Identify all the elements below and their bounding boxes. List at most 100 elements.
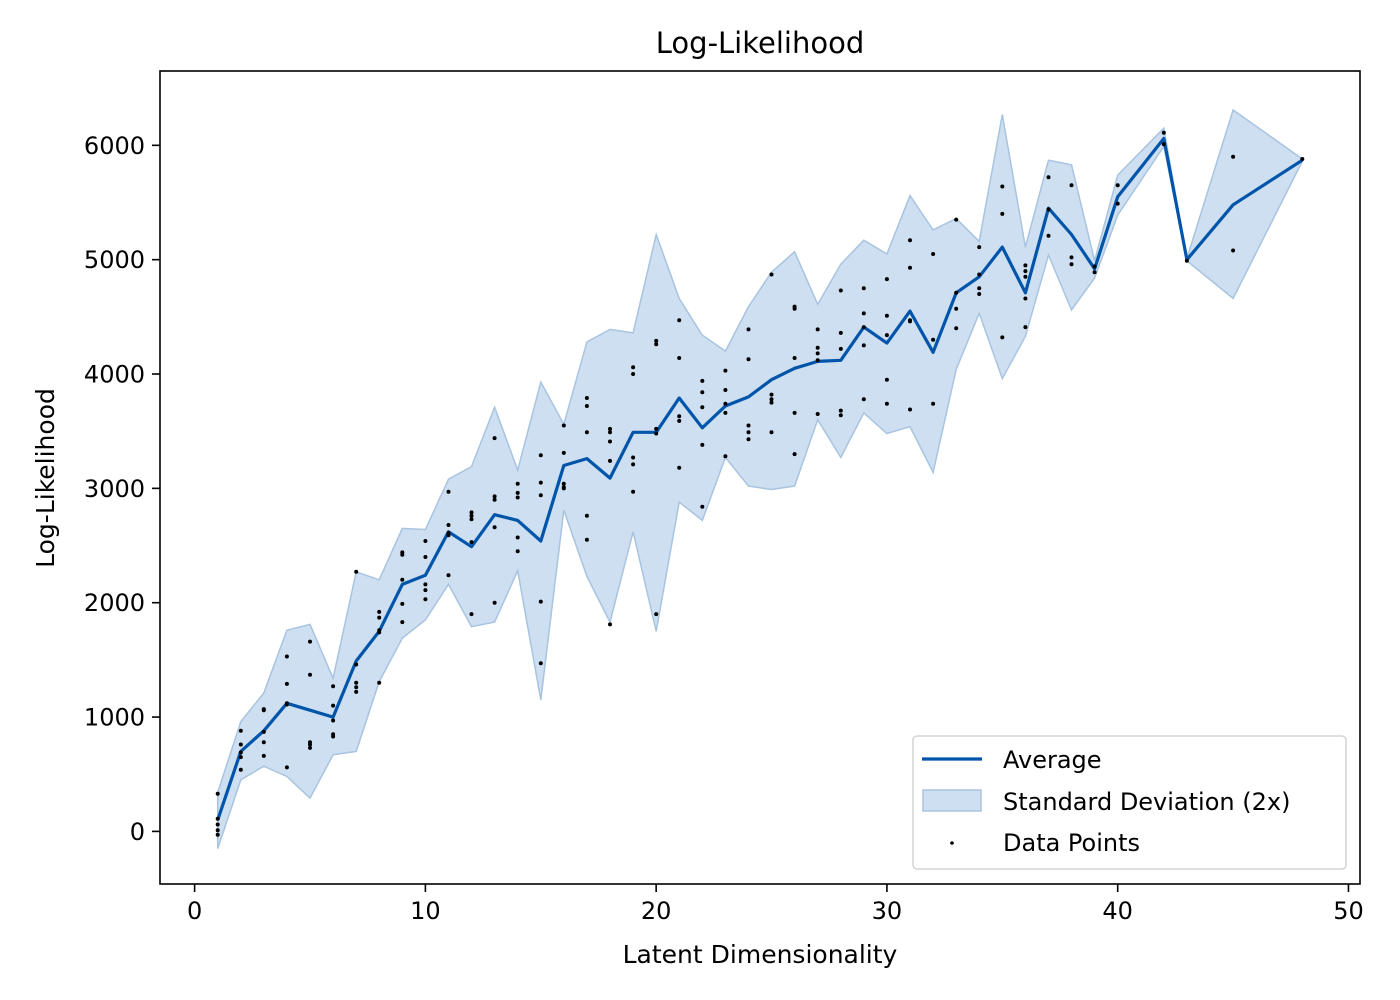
- data-point: [1231, 248, 1236, 253]
- data-point: [1023, 325, 1028, 330]
- data-point: [1231, 154, 1236, 159]
- data-point: [377, 680, 382, 685]
- data-point: [331, 684, 336, 689]
- y-axis-label: Log-Likelihood: [31, 388, 60, 568]
- data-point: [608, 622, 612, 627]
- data-point: [238, 755, 243, 760]
- data-point: [400, 552, 405, 557]
- data-point: [954, 217, 959, 222]
- legend-label-average: Average: [1003, 746, 1102, 774]
- data-point: [815, 351, 820, 356]
- data-point: [538, 661, 543, 666]
- data-point: [884, 313, 889, 318]
- data-point: [700, 504, 705, 509]
- data-point: [446, 523, 451, 527]
- x-axis: 0 10 20 30 40 50: [187, 884, 1364, 925]
- data-point: [469, 540, 474, 545]
- data-point: [377, 630, 382, 635]
- data-point: [1023, 263, 1028, 268]
- data-point: [792, 452, 797, 457]
- data-point: [1000, 184, 1005, 189]
- data-point: [1000, 335, 1005, 340]
- data-point: [584, 404, 589, 408]
- data-point: [723, 454, 728, 459]
- data-point: [677, 414, 682, 419]
- data-point: [238, 750, 243, 755]
- data-point: [908, 407, 912, 412]
- data-point: [215, 816, 220, 821]
- y-tick-label: 6000: [84, 132, 145, 160]
- data-point: [215, 791, 220, 796]
- data-point: [377, 615, 382, 620]
- data-point: [977, 272, 982, 277]
- legend-box: [912, 735, 1347, 870]
- data-point: [238, 767, 243, 772]
- data-point: [861, 397, 866, 402]
- data-point: [1092, 264, 1097, 269]
- data-point: [608, 439, 612, 444]
- data-point: [608, 430, 612, 435]
- x-tick-label: 50: [1333, 897, 1364, 925]
- data-point: [1300, 157, 1305, 161]
- data-point: [354, 689, 359, 694]
- data-point: [284, 765, 289, 770]
- data-point: [1092, 270, 1097, 275]
- data-point: [677, 418, 682, 423]
- data-point: [654, 338, 659, 343]
- average-line: [216, 136, 1304, 821]
- data-point: [400, 620, 405, 625]
- data-point: [977, 245, 982, 250]
- data-point: [354, 680, 359, 685]
- data-point: [654, 431, 659, 436]
- data-point: [838, 288, 843, 293]
- data-point: [423, 539, 428, 543]
- data-point: [400, 601, 405, 606]
- data-point: [469, 517, 474, 522]
- data-point: [861, 311, 866, 316]
- data-point: [1184, 258, 1189, 263]
- data-point: [238, 728, 243, 733]
- data-point: [631, 462, 636, 467]
- data-point: [1023, 274, 1028, 279]
- data-point: [561, 423, 566, 428]
- data-point: [561, 481, 566, 486]
- data-point: [492, 494, 497, 499]
- data-point: [261, 708, 266, 713]
- data-point: [215, 828, 220, 833]
- data-point: [769, 430, 774, 435]
- legend-label-points: Data Points: [1003, 829, 1140, 857]
- data-point: [308, 742, 312, 747]
- data-point: [769, 392, 774, 397]
- data-point: [723, 368, 728, 373]
- data-point: [654, 342, 659, 347]
- data-point: [377, 609, 382, 614]
- data-point: [354, 569, 359, 574]
- data-point: [884, 333, 889, 338]
- data-point: [331, 703, 336, 708]
- data-point: [931, 252, 936, 256]
- data-point: [838, 330, 843, 335]
- data-point: [954, 290, 959, 295]
- data-point: [815, 327, 820, 332]
- data-point: [631, 455, 636, 460]
- data-point: [331, 734, 336, 739]
- data-point: [723, 401, 728, 406]
- data-point: [769, 397, 774, 402]
- data-point: [1023, 269, 1028, 274]
- data-point: [261, 753, 266, 758]
- data-point: [677, 356, 682, 360]
- data-point: [308, 745, 312, 750]
- data-point: [700, 442, 705, 447]
- data-point: [700, 390, 705, 395]
- data-point: [1000, 211, 1005, 216]
- y-tick-label: 4000: [84, 361, 145, 389]
- data-point: [1069, 183, 1074, 188]
- data-point: [284, 702, 289, 707]
- data-point: [1115, 201, 1120, 206]
- data-point: [423, 555, 428, 559]
- data-point: [1046, 233, 1051, 238]
- data-point: [538, 480, 543, 485]
- x-tick-label: 30: [872, 897, 903, 925]
- data-point: [746, 357, 751, 362]
